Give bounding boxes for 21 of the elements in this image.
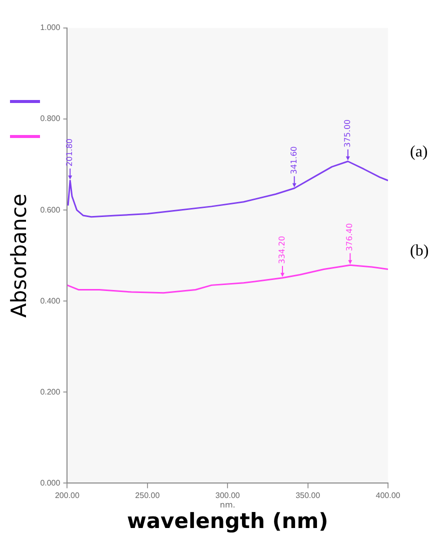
text: nm. — [220, 500, 236, 510]
annotation: 334.20 — [278, 236, 287, 264]
series-label: (a) — [410, 144, 428, 161]
x-axis-title: wavelength (nm) — [126, 508, 328, 533]
annotation: 341.60 — [289, 146, 298, 174]
y-axis-title: Absorbance — [7, 194, 32, 318]
series-label: (b) — [410, 242, 429, 260]
y-tick-label: 0.200 — [40, 387, 61, 396]
x-tick-label: 400.00 — [376, 491, 401, 500]
x-tick-label: 350.00 — [296, 491, 321, 500]
annotation: 375.00 — [342, 119, 352, 148]
annotation: 201.80 — [65, 138, 74, 166]
y-tick-label: 1.000 — [40, 23, 61, 32]
y-tick-label: 0.400 — [40, 296, 61, 306]
y-tick-label: 0.000 — [40, 478, 61, 488]
x-tick-label: 250.00 — [135, 491, 160, 500]
annotation: 376.40 — [345, 223, 354, 252]
y-tick-label: 0.800 — [40, 114, 61, 124]
x-tick-label: 300.00 — [215, 491, 240, 500]
x-tick-label: 200.00 — [54, 491, 80, 500]
y-tick-label: 0.600 — [40, 205, 61, 214]
